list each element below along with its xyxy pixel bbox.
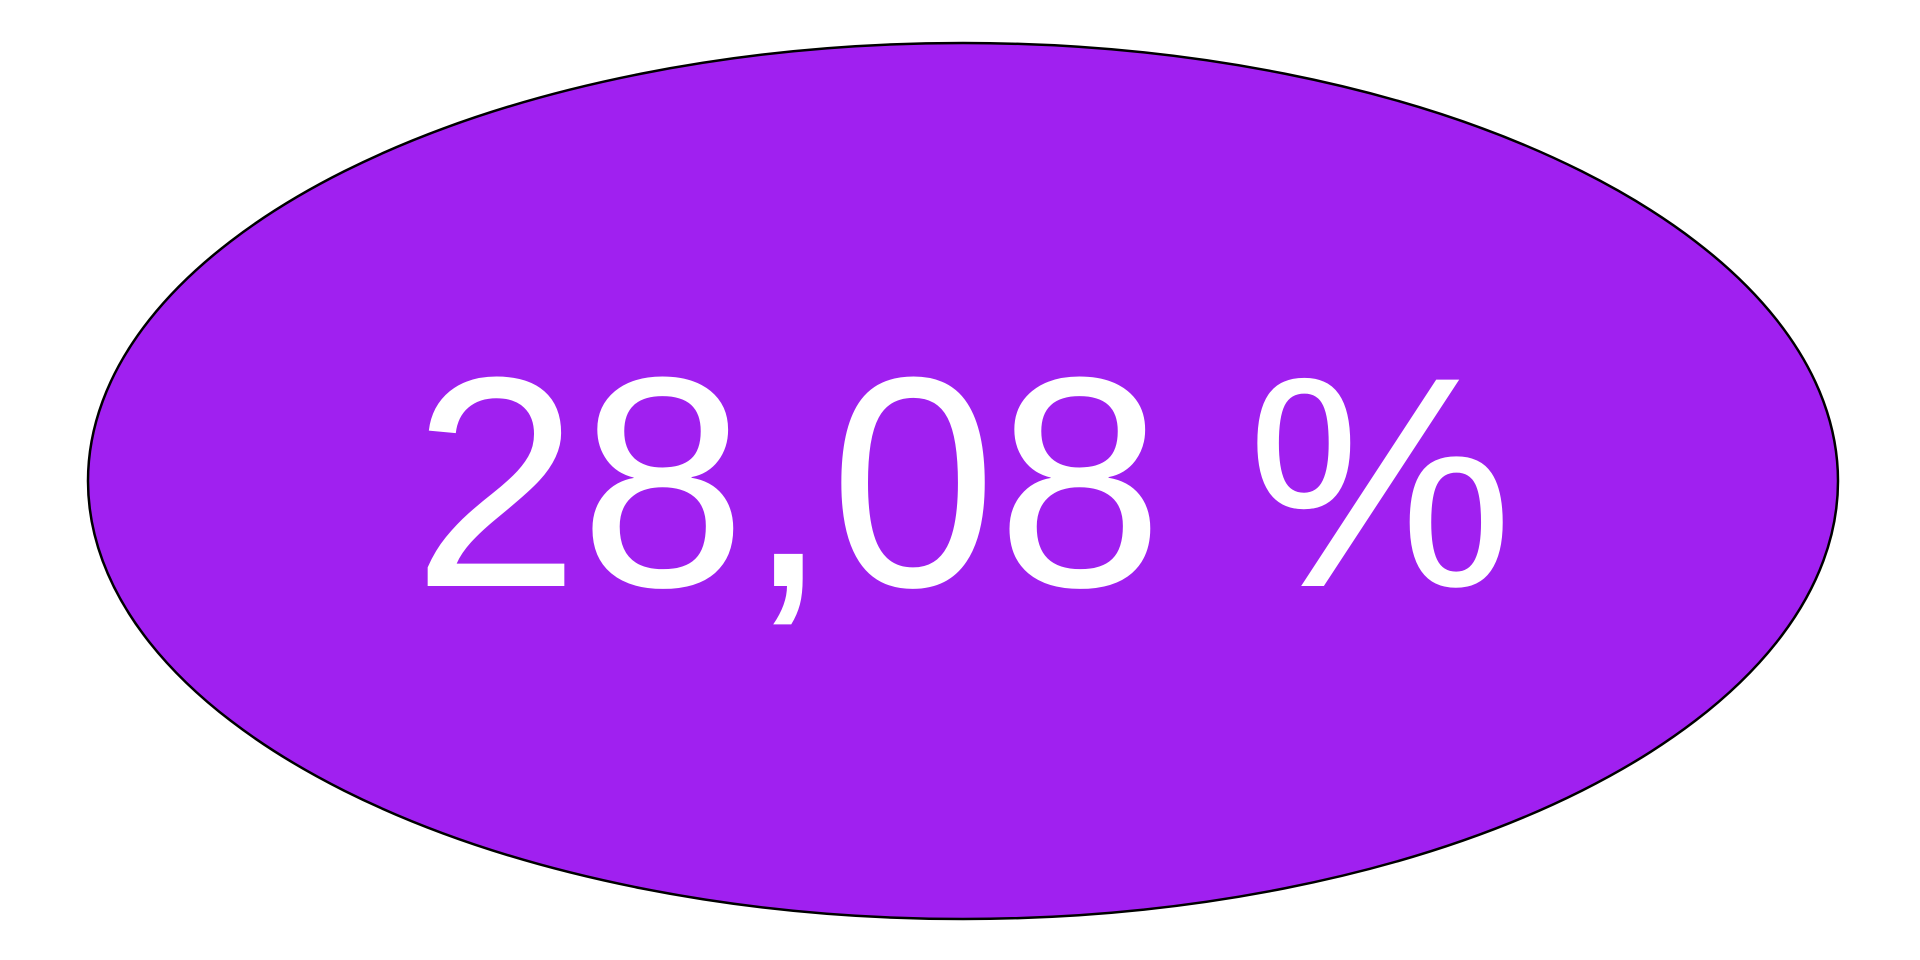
percentage-value: 28,08 % — [413, 314, 1514, 650]
badge-ellipse — [86, 41, 1840, 921]
